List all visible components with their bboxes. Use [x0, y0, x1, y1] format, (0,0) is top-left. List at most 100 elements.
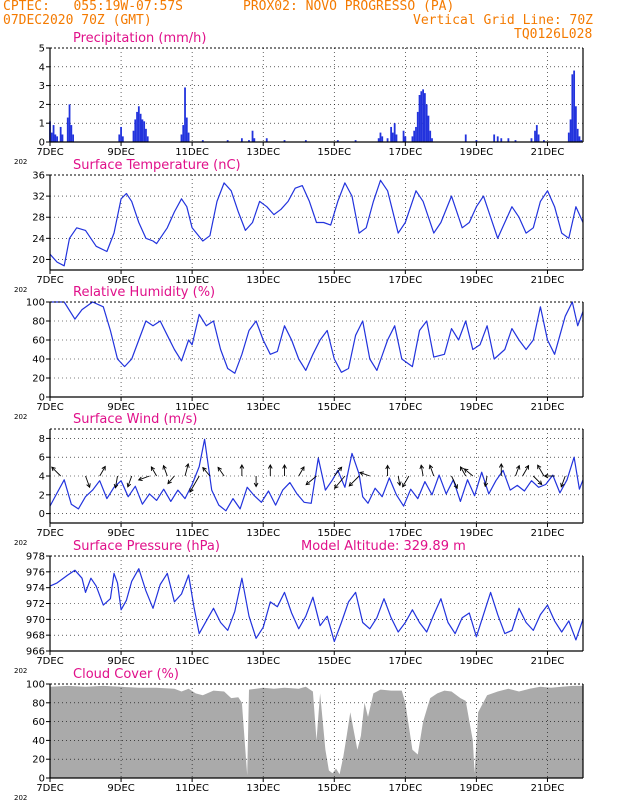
wind-vector-head	[162, 464, 167, 470]
x-tick-label: 13DEC	[246, 275, 280, 286]
x-year-label: 202	[14, 286, 27, 294]
precip-bar	[569, 119, 572, 142]
x-tick-label: 11DEC	[175, 147, 209, 158]
x-tick-label: 17DEC	[388, 656, 422, 667]
x-tick-label: 13DEC	[246, 528, 280, 539]
wind-vector-shaft	[522, 465, 529, 477]
y-tick-label: 5	[39, 44, 45, 55]
y-tick-label: 100	[26, 680, 45, 691]
y-tick-label: 0	[39, 774, 45, 785]
x-tick-label: 15DEC	[317, 656, 351, 667]
precip-bar	[537, 134, 540, 142]
precip-bar	[68, 104, 71, 142]
wind-vector-head	[253, 482, 259, 488]
wind-vector	[150, 466, 157, 477]
y-tick-label: 40	[32, 736, 45, 747]
temp-title: Surface Temperature (nC)	[73, 158, 241, 173]
wind-vector	[99, 465, 106, 477]
precip-bar	[70, 125, 73, 142]
precip-bar	[535, 125, 538, 142]
wind-vector	[51, 466, 61, 477]
wind-vector-head	[185, 463, 190, 468]
x-tick-label: 11DEC	[175, 656, 209, 667]
y-tick-label: 28	[32, 213, 45, 224]
precip-bar	[139, 113, 142, 142]
y-tick-label: 40	[32, 355, 45, 366]
x-tick-label: 7DEC	[36, 275, 63, 286]
wind-vector	[162, 464, 168, 477]
wind-vector-shaft	[217, 467, 225, 477]
wind-vector	[189, 475, 200, 493]
wind-vector-shaft	[167, 475, 175, 484]
y-tick-label: 20	[32, 755, 45, 766]
wind-vector-shaft	[460, 466, 467, 477]
wind-vector-shaft	[298, 466, 305, 477]
precip-bar	[180, 134, 183, 142]
y-tick-label: 972	[26, 599, 45, 610]
wind-vector	[397, 475, 402, 487]
y-tick-label: 100	[26, 298, 45, 309]
precip-bar	[393, 123, 396, 142]
precip-bar	[253, 138, 256, 142]
precip-bar	[500, 138, 503, 142]
wind-vector-head	[150, 466, 156, 471]
precip-bar	[411, 136, 414, 142]
y-tick-label: 20	[32, 255, 45, 266]
header-location: CPTEC: 055:19W-07:57S	[3, 0, 184, 14]
x-year-label: 202	[14, 794, 27, 800]
x-tick-label: 17DEC	[388, 783, 422, 794]
wind-vector-shaft	[99, 466, 106, 477]
wind-vector	[217, 466, 225, 477]
x-tick-label: 21DEC	[531, 656, 565, 667]
wind-vector	[460, 466, 467, 477]
y-tick-label: 976	[26, 567, 45, 578]
wind-vector	[498, 463, 504, 476]
wind-vector-shaft	[451, 475, 458, 489]
wind-vector-head	[515, 464, 521, 470]
precip-bar	[265, 138, 268, 142]
wind-vector-head	[167, 479, 172, 485]
x-year-label: 202	[14, 413, 27, 421]
precip-bar	[304, 140, 307, 142]
precip-bar	[379, 132, 382, 142]
wind-vector-shaft	[202, 467, 211, 477]
precip-bar	[251, 130, 254, 142]
wind-vector	[298, 466, 305, 477]
pres-title: Surface Pressure (hPa)	[73, 539, 220, 554]
precip-bar	[336, 140, 339, 142]
wind-vector	[334, 475, 346, 489]
wind-vector-head	[419, 464, 425, 470]
precip-bar	[413, 130, 416, 142]
wind-vector-head	[267, 464, 273, 469]
wind-vector-shaft	[51, 466, 61, 477]
precip-bar	[386, 138, 389, 142]
wind-vector	[305, 475, 317, 486]
precip-bar	[145, 128, 147, 142]
header-grid-line: Vertical Grid Line: 70Z	[413, 13, 594, 28]
wind-vector	[385, 464, 390, 476]
y-tick-label: 0	[39, 138, 45, 149]
wind-vector-shaft	[402, 475, 410, 488]
wind-vector	[451, 475, 458, 490]
wind-vector	[543, 473, 555, 479]
temp-panel: 20 24 28 32 36 7DEC 9DEC 11DEC 13DEC 15DEC 17DEC 19…	[14, 158, 584, 294]
wind-vector-shaft	[114, 475, 118, 488]
precip-bar	[418, 95, 421, 142]
wind-vector-shaft	[305, 475, 317, 486]
wind-vector-head	[428, 464, 434, 470]
wind-vector-shaft	[532, 475, 543, 485]
precip-bar	[390, 126, 393, 142]
wind-vector-head	[137, 476, 143, 481]
precip-bar	[248, 140, 250, 142]
x-year-label: 202	[14, 667, 27, 675]
x-year-label: 202	[14, 539, 27, 547]
wind-vector	[537, 464, 545, 477]
wind-vector	[463, 468, 474, 477]
wind-vector-head	[385, 464, 390, 470]
x-tick-label: 7DEC	[36, 528, 63, 539]
wind-vector-shaft	[184, 463, 189, 477]
precip-bar	[534, 130, 536, 142]
precip-bar	[377, 138, 380, 142]
header-station: PROX02: NOVO PROGRESSO (PA)	[243, 0, 455, 14]
precip-bar	[120, 126, 122, 142]
